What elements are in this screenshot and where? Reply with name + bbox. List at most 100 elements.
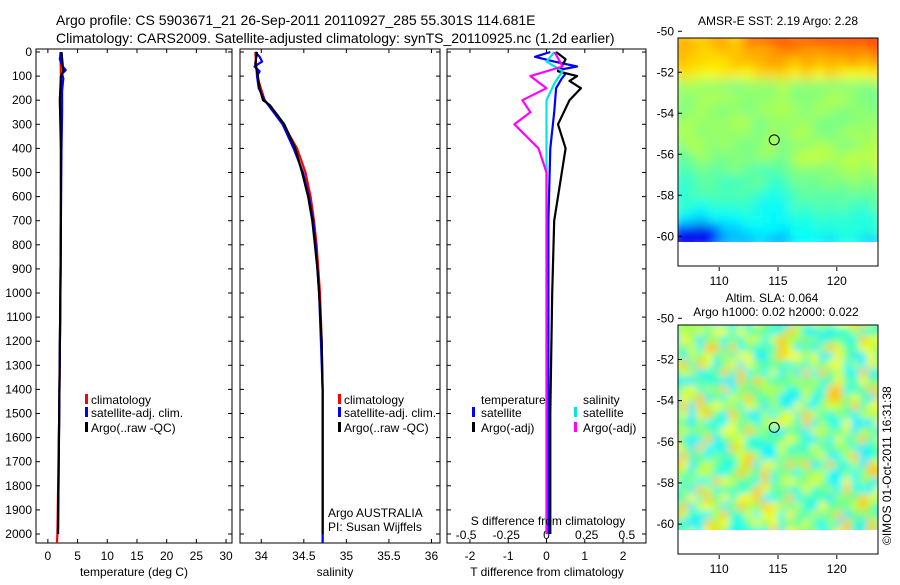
sla-cell xyxy=(704,402,714,412)
sla-cell xyxy=(842,443,852,453)
sst-cell xyxy=(718,151,732,165)
sst-cell xyxy=(730,55,744,69)
sla-cell xyxy=(712,518,722,529)
sla-cell xyxy=(810,435,820,445)
legend-t-satellite-label: satellite xyxy=(481,406,522,420)
sst-cell xyxy=(777,151,791,165)
salinity-x-axis: 34 34.5 35 35.5 36 xyxy=(255,49,438,563)
sst-cell xyxy=(718,127,732,141)
sla-cell xyxy=(834,477,844,487)
sla-cell xyxy=(842,368,852,378)
sla-cell xyxy=(678,427,681,437)
sla-cell xyxy=(769,518,779,529)
legend-t-argo-label: Argo(-adj) xyxy=(481,421,534,435)
s-x-tick-label: 0.5 xyxy=(619,528,636,542)
sst-cell xyxy=(777,187,791,201)
sla-cell xyxy=(761,468,771,478)
sla-cell xyxy=(810,527,820,530)
sla-cell xyxy=(728,351,738,362)
sla-cell xyxy=(802,326,812,337)
sla-cell xyxy=(810,493,820,504)
sst-cell xyxy=(695,139,708,153)
sla-cell xyxy=(679,477,689,487)
sla-map-title: Altim. SLA: 0.064 xyxy=(726,291,819,305)
sla-cell xyxy=(679,325,689,328)
sla-cell xyxy=(687,493,697,504)
sla-cell xyxy=(687,518,697,529)
sla-cell xyxy=(678,502,681,512)
sst-cell xyxy=(683,79,697,93)
temperature-panel: 0100200300400500600700800900100011001200… xyxy=(5,45,233,579)
sla-cell xyxy=(850,385,861,395)
sst-cell xyxy=(801,163,814,177)
sla-cell xyxy=(793,325,803,328)
sla-cell xyxy=(875,485,878,495)
legend-s-argo-swatch xyxy=(574,422,577,432)
sla-cell xyxy=(678,335,681,345)
sla-cell xyxy=(696,510,706,520)
sla-cell xyxy=(753,485,763,495)
sst-cell xyxy=(871,103,878,117)
sst-cell xyxy=(848,79,861,93)
sst-cell xyxy=(848,67,861,81)
sla-cell xyxy=(818,385,828,395)
s-difference-x-label: S difference from climatology xyxy=(471,514,626,528)
sla-cell xyxy=(728,443,738,453)
sla-cell xyxy=(818,452,828,462)
sla-cell xyxy=(875,418,878,428)
sla-cell xyxy=(875,343,878,353)
sla-cell xyxy=(818,325,828,328)
sla-cell xyxy=(842,477,852,487)
sla-cell xyxy=(696,368,706,378)
sla-cell xyxy=(696,385,706,395)
map-y-tick-label: -58 xyxy=(657,476,675,490)
sla-cell xyxy=(834,410,844,420)
sla-cell xyxy=(720,410,730,420)
sla-cell xyxy=(753,443,763,453)
sla-cell xyxy=(704,360,714,370)
sla-cell xyxy=(728,402,738,412)
sla-cell xyxy=(802,527,812,530)
sla-cell xyxy=(818,510,828,520)
sla-cell xyxy=(793,502,803,512)
sla-cell xyxy=(810,468,820,478)
sla-cell xyxy=(753,402,763,412)
sla-cell xyxy=(859,468,869,478)
sla-cell xyxy=(777,410,787,420)
sst-cell xyxy=(730,79,744,93)
salinity-axes-frame xyxy=(239,48,441,544)
sst-map-blank-band xyxy=(678,242,878,266)
sla-cell xyxy=(818,402,828,412)
sla-cell xyxy=(842,418,852,428)
sla-cell xyxy=(850,502,861,512)
sla-cell xyxy=(696,351,706,362)
sst-cell xyxy=(824,211,838,225)
map-x-tick-label: 110 xyxy=(710,562,729,576)
sst-cell xyxy=(777,223,791,237)
sla-cell xyxy=(761,502,771,512)
map-x-tick-label: 115 xyxy=(768,274,787,288)
sla-cell xyxy=(826,427,836,437)
sla-cell xyxy=(802,443,812,453)
x-tick-label: 0 xyxy=(543,549,550,563)
sla-cell xyxy=(875,493,878,504)
sst-cell xyxy=(683,91,697,105)
sla-cell xyxy=(842,427,852,437)
sla-cell xyxy=(793,335,803,345)
sla-cell xyxy=(687,376,697,387)
sla-cell xyxy=(736,360,746,370)
sst-cell xyxy=(683,211,697,225)
sst-cell xyxy=(777,55,791,69)
sst-cell xyxy=(730,175,744,189)
sla-cell xyxy=(736,385,746,395)
sla-cell xyxy=(826,343,836,353)
sla-cell xyxy=(777,485,787,495)
sla-cell xyxy=(834,385,844,395)
sla-cell xyxy=(753,510,763,520)
depth-tick-label: 700 xyxy=(12,214,32,228)
sla-cell xyxy=(777,468,787,478)
sst-cell xyxy=(753,163,767,177)
sst-cell xyxy=(730,103,744,117)
sla-cell xyxy=(777,452,787,462)
sst-cell xyxy=(695,187,708,201)
